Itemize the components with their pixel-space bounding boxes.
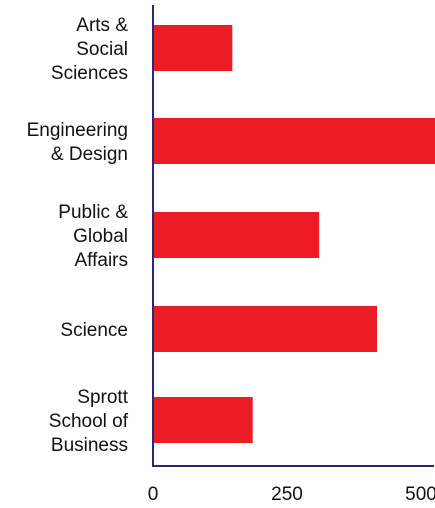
category-label-4: Sprott School of Business — [49, 387, 129, 456]
bar-3 — [153, 306, 378, 352]
category-label-1-line-0: Engineering — [27, 120, 128, 141]
category-label-2-line-1: Global — [73, 226, 128, 247]
bar-2 — [153, 212, 320, 258]
category-label-4-line-1: School of — [49, 411, 129, 432]
category-label-4-line-0: Sprott — [77, 387, 128, 408]
bar-0 — [153, 25, 233, 71]
category-label-0: Arts & Social Sciences — [51, 15, 128, 84]
category-labels: Arts & Social Sciences Engineering & Design P… — [27, 15, 129, 456]
category-label-3-line-0: Science — [60, 320, 128, 341]
category-label-2-line-0: Public & — [58, 202, 128, 223]
bars-group — [153, 25, 435, 443]
category-label-1-line-1: & Design — [51, 144, 128, 165]
x-tick-label-1: 250 — [271, 484, 303, 505]
x-tick-label-2: 500 — [405, 484, 435, 505]
category-label-4-line-2: Business — [51, 435, 128, 456]
category-label-0-line-0: Arts & — [76, 15, 128, 36]
category-label-0-line-2: Sciences — [51, 63, 128, 84]
category-label-2-line-2: Affairs — [74, 250, 128, 271]
x-tick-label-0: 0 — [148, 484, 159, 505]
bar-1 — [153, 118, 435, 164]
x-tick-labels: 0 250 500 — [148, 484, 435, 505]
category-label-0-line-1: Social — [76, 39, 128, 60]
bar-4 — [153, 397, 253, 443]
category-label-3: Science — [60, 320, 128, 341]
category-label-1: Engineering & Design — [27, 120, 128, 165]
category-label-2: Public & Global Affairs — [58, 202, 128, 271]
